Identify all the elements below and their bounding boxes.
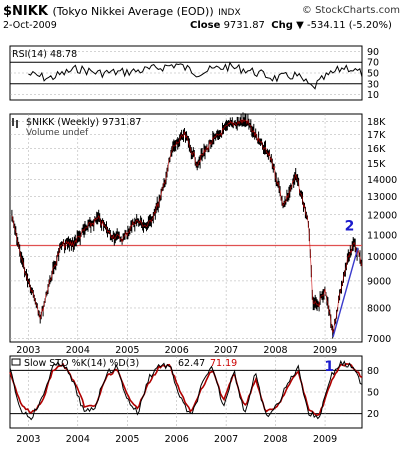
annotation-1: 1	[324, 359, 334, 375]
rsi-series-line	[28, 61, 363, 90]
price-series-line	[11, 118, 363, 333]
price-tick-label: 15K	[367, 159, 386, 170]
price-frame	[9, 113, 363, 343]
sto-legend-icon	[11, 358, 21, 366]
price-tick-label: 14000	[367, 175, 397, 186]
rsi-tick-label: 50	[367, 69, 379, 80]
price-tick-label: 9000	[367, 276, 391, 287]
sto-x-tick-label: 2006	[165, 434, 189, 445]
price-x-tick-label: 2009	[313, 345, 337, 356]
rsi-tick-label: 90	[367, 47, 379, 58]
volume-legend: Volume undef	[26, 128, 89, 138]
price-tick-label: 10000	[367, 252, 397, 263]
price-tick-label: 18K	[367, 117, 386, 128]
close-value: 9731.87	[223, 20, 265, 31]
rsi-tick-label: 30	[367, 79, 379, 90]
price-tick-label: 7000	[367, 334, 391, 345]
sto-x-tick-label: 2009	[313, 434, 337, 445]
quote-date: 2-Oct-2009	[3, 20, 57, 31]
sto-legend-name: Slow STO %K(14) %D(3)	[24, 358, 139, 369]
price-panel: 18K 17K 16K 15K 14000 13000 12000 11000 10000 900…	[9, 112, 397, 356]
price-x-tick-label: 2006	[165, 345, 189, 356]
stochastic-panel: 80 50 20 2003 2004 2005 2006 2007 2008 2009 1 Slow …	[9, 355, 379, 445]
annotation-2: 2	[345, 219, 355, 235]
sto-x-tick-label: 2008	[263, 434, 287, 445]
exchange: INDX	[218, 8, 241, 18]
brand-watermark: © StockCharts.com	[301, 5, 400, 16]
price-x-tick-label: 2005	[115, 345, 139, 356]
sto-x-tick-label: 2007	[214, 434, 238, 445]
chart-title: $NIKK (Tokyo Nikkei Average (EOD)) INDX	[3, 5, 241, 18]
price-tick-label: 11000	[367, 230, 397, 241]
rsi-legend: RSI(14) 48.78	[12, 49, 77, 60]
sto-k-line	[9, 359, 363, 421]
price-legend: $NIKK (Weekly) 9731.87	[26, 117, 141, 128]
price-x-tick-label: 2003	[16, 345, 40, 356]
sto-legend-k: 62.47	[178, 358, 205, 369]
quote-summary: Close 9731.87 Chg ▼ -534.11 (-5.20%)	[190, 21, 392, 31]
symbol: $NIKK	[3, 4, 48, 19]
rsi-tick-label: 70	[367, 58, 379, 69]
sto-tick-label: 50	[367, 388, 379, 399]
index-name: (Tokyo Nikkei Average (EOD))	[52, 5, 214, 18]
price-tick-label: 16K	[367, 144, 386, 155]
chg-label: Chg	[271, 20, 293, 31]
price-x-tick-label: 2007	[214, 345, 238, 356]
chg-value: -534.11 (-5.20%)	[306, 20, 392, 31]
price-legend-icon	[12, 118, 18, 128]
sto-x-tick-label: 2003	[16, 434, 40, 445]
rsi-tick-label: 10	[367, 90, 379, 101]
sto-tick-label: 20	[367, 409, 379, 420]
price-tick-label: 17K	[367, 130, 386, 141]
sto-legend-d: 71.19	[210, 358, 237, 369]
sto-tick-label: 80	[367, 366, 379, 377]
price-tick-label: 8000	[367, 303, 391, 314]
price-tick-label: 13000	[367, 192, 397, 203]
price-tick-label: 12000	[367, 210, 397, 221]
price-x-tick-label: 2004	[66, 345, 90, 356]
sto-x-tick-label: 2004	[66, 434, 90, 445]
close-label: Close	[190, 20, 221, 31]
trendline	[332, 247, 359, 338]
price-x-tick-label: 2008	[263, 345, 287, 356]
sto-x-tick-label: 2005	[115, 434, 139, 445]
chg-arrow: ▼	[296, 20, 304, 31]
